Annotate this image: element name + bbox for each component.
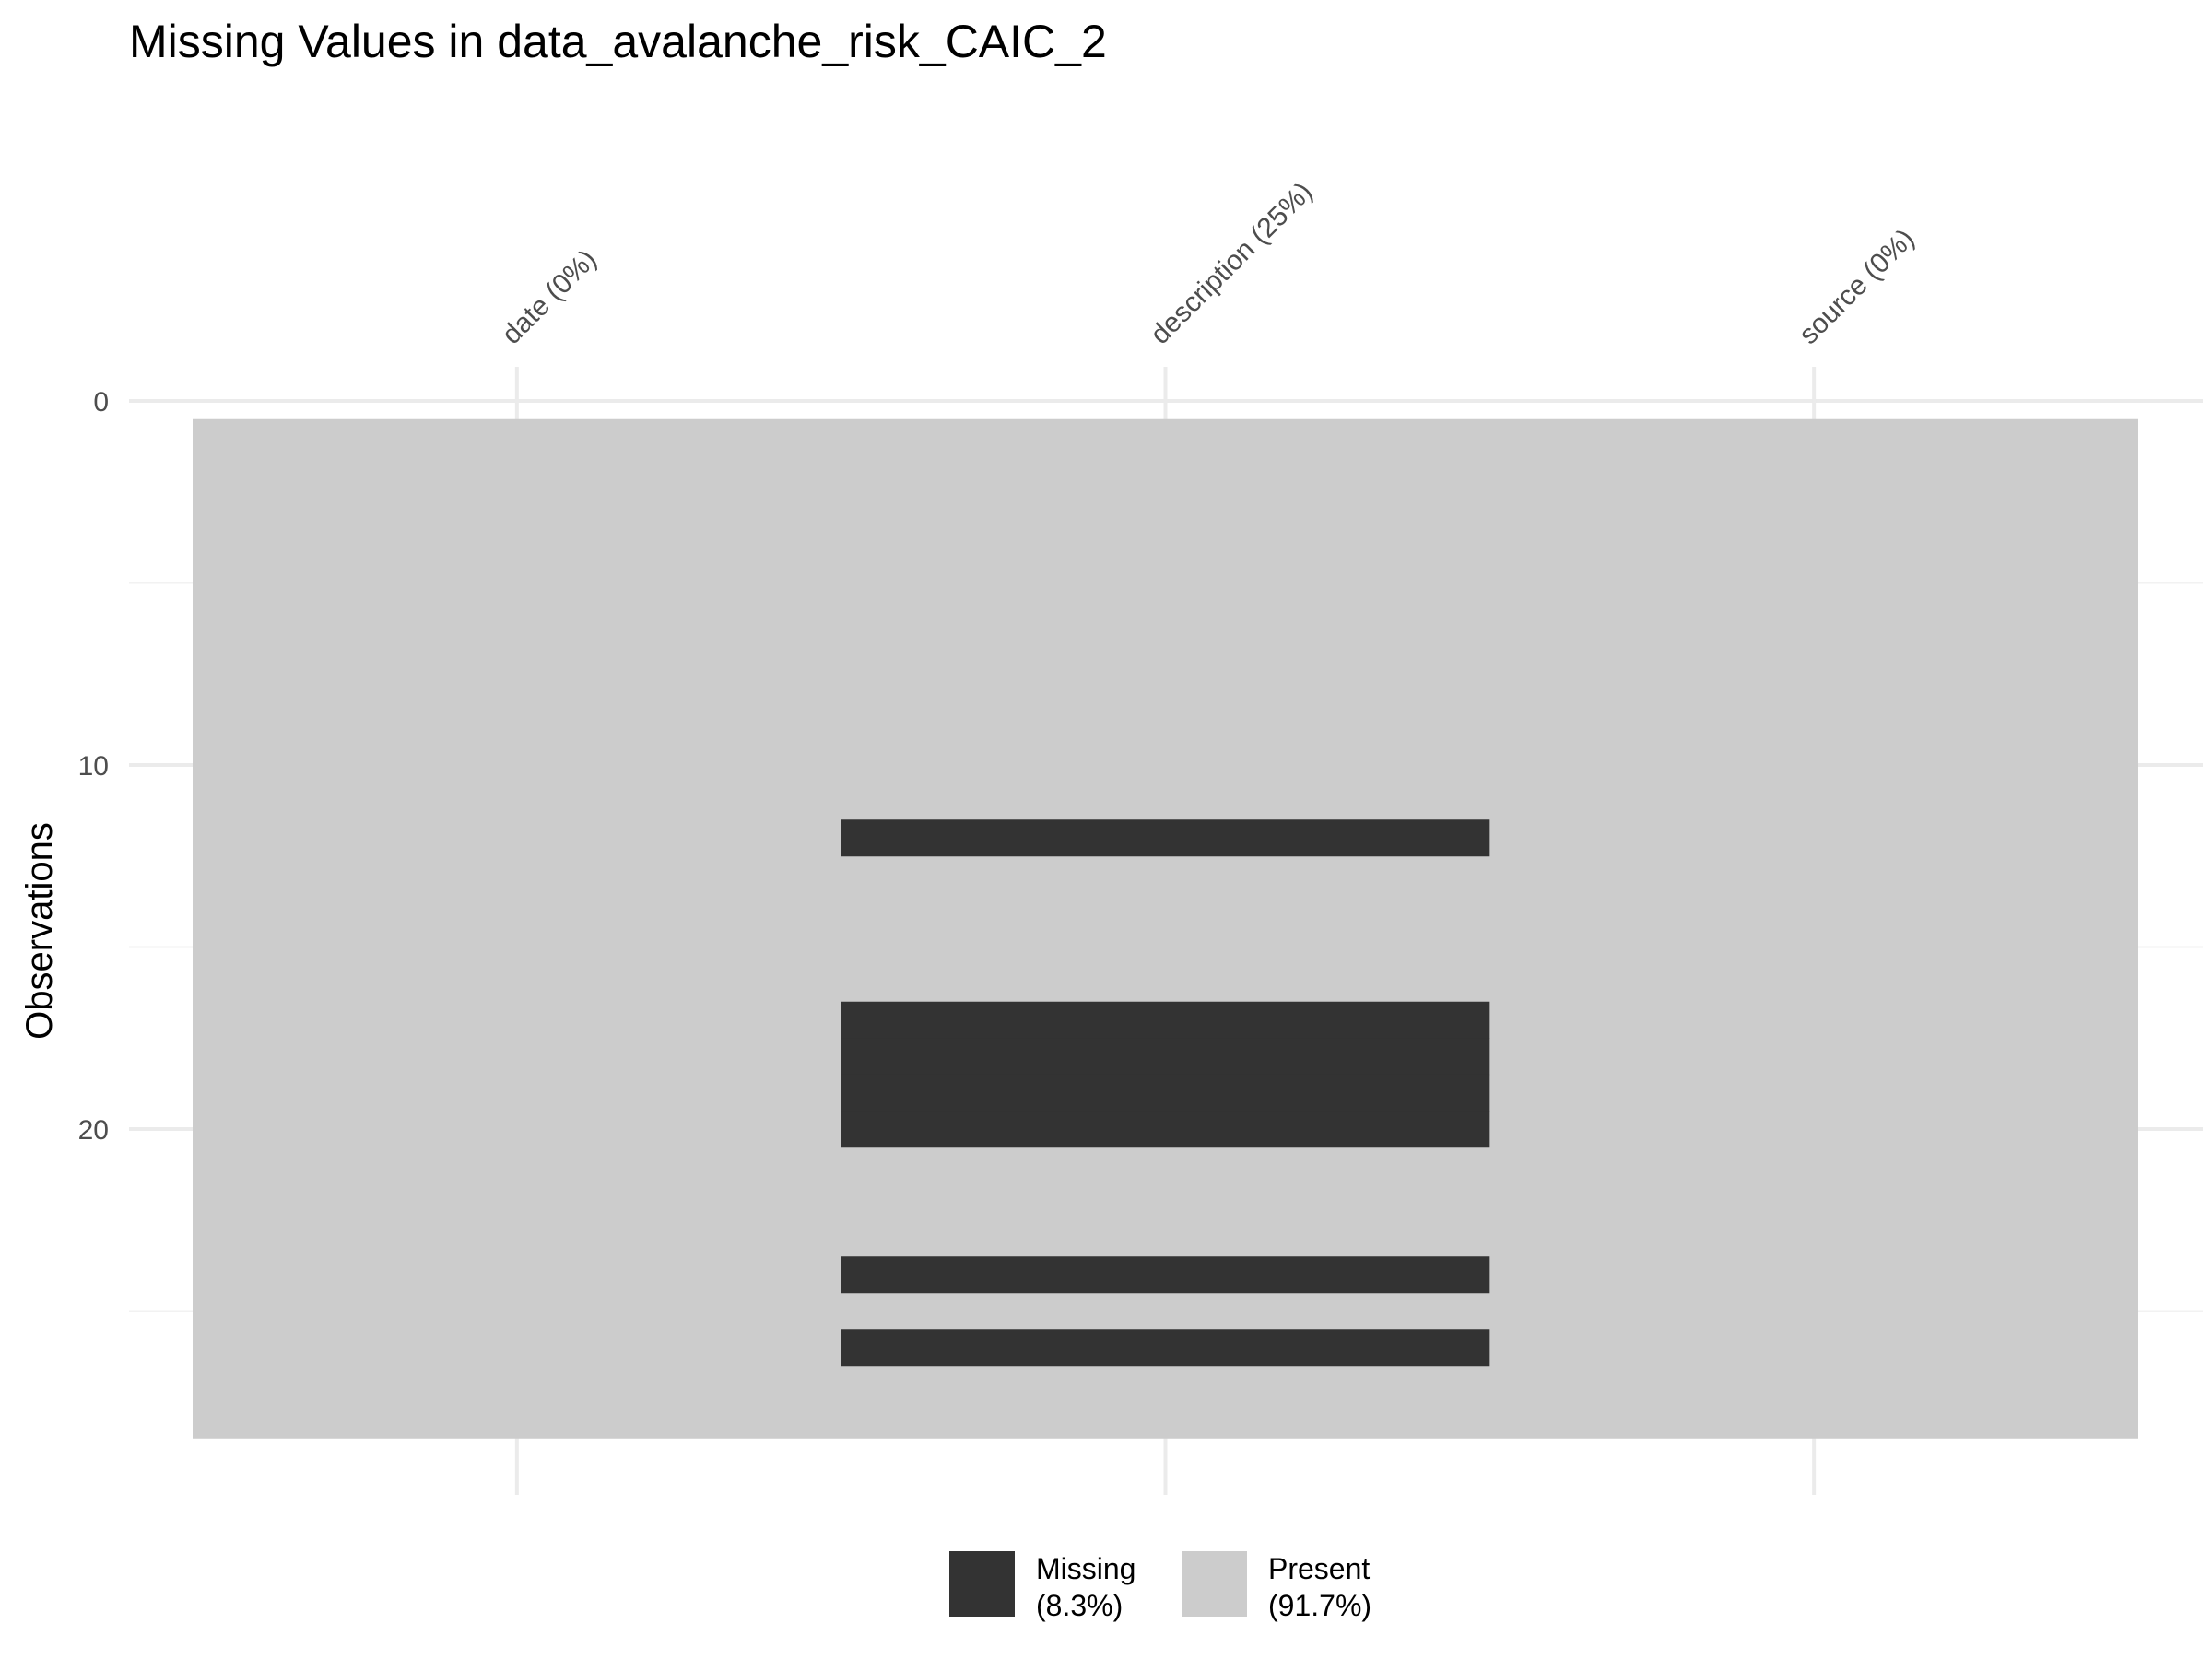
missing-tile-description-row-26 [841,1329,1490,1367]
legend-label-missing: Missing [1036,1552,1135,1585]
missing-tile-description-row-18 [841,1038,1490,1076]
missing-tile-description-row-12 [841,819,1490,857]
missing-tile-description-row-19 [841,1074,1490,1112]
x-axis-labels: date (0%) description (25%) source (0%) [496,177,1920,350]
missing-tile-description-row-17 [841,1001,1490,1039]
y-tick-label-20: 20 [78,1115,109,1146]
x-tick-label-description: description (25%) [1145,177,1318,350]
missing-tile-description-row-20 [841,1111,1490,1148]
legend-pct-present: (91.7%) [1268,1589,1371,1622]
y-tick-label-0: 0 [93,387,109,418]
chart-title: Missing Values in data_avalanche_risk_CA… [129,16,1107,67]
tiles [193,418,2138,1439]
y-axis-ticks: 0 10 20 [78,387,109,1146]
missing-tile-description-row-24 [841,1256,1490,1294]
y-axis-label: Observations [19,822,60,1040]
legend-pct-missing: (8.3%) [1036,1589,1123,1622]
legend-key-present [1182,1551,1247,1617]
x-tick-label-date: date (0%) [496,244,602,350]
legend-label-present: Present [1268,1552,1370,1585]
y-tick-label-10: 10 [78,751,109,782]
legend-key-missing [949,1551,1015,1617]
legend: Missing (8.3%) Present (91.7%) [949,1551,1371,1622]
x-tick-label-source: source (0%) [1794,223,1921,350]
